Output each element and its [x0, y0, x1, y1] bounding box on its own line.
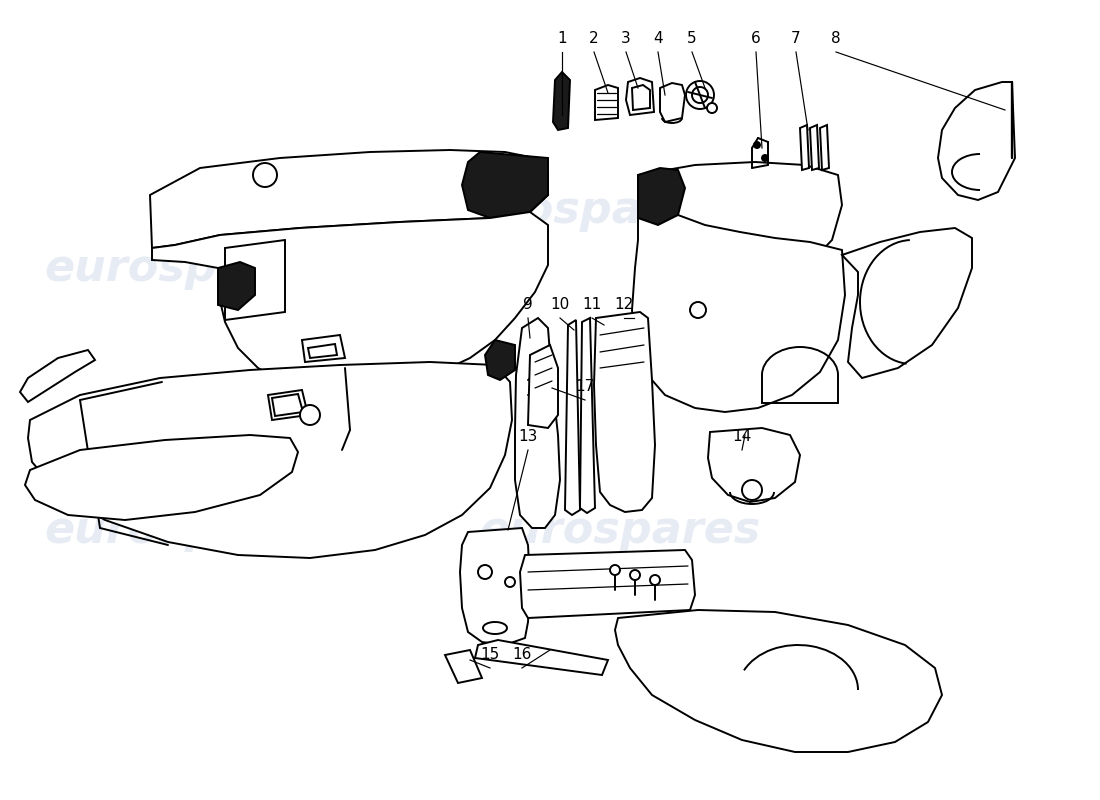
Polygon shape — [626, 78, 654, 115]
Polygon shape — [302, 335, 345, 362]
Polygon shape — [553, 72, 570, 130]
Polygon shape — [28, 362, 512, 558]
Polygon shape — [565, 320, 580, 515]
Polygon shape — [462, 152, 548, 218]
Circle shape — [754, 142, 760, 148]
Text: 16: 16 — [513, 647, 531, 662]
Text: 5: 5 — [688, 31, 696, 46]
Text: eurospares: eurospares — [480, 509, 761, 551]
Text: eurospares: eurospares — [44, 509, 326, 551]
Circle shape — [330, 372, 346, 388]
Polygon shape — [594, 312, 654, 512]
Circle shape — [253, 163, 277, 187]
Text: eurospares: eurospares — [439, 189, 720, 231]
Circle shape — [505, 577, 515, 587]
Text: 11: 11 — [582, 297, 602, 312]
Polygon shape — [485, 340, 515, 380]
Polygon shape — [218, 262, 255, 310]
Polygon shape — [152, 212, 548, 388]
Text: 1: 1 — [558, 31, 566, 46]
Polygon shape — [820, 125, 829, 170]
Circle shape — [300, 405, 320, 425]
Polygon shape — [25, 435, 298, 520]
Polygon shape — [800, 125, 808, 170]
Polygon shape — [475, 640, 608, 675]
Text: 8: 8 — [832, 31, 840, 46]
Circle shape — [762, 155, 768, 161]
Text: 12: 12 — [615, 297, 634, 312]
Polygon shape — [528, 345, 558, 428]
Polygon shape — [515, 318, 560, 528]
Polygon shape — [938, 82, 1015, 200]
Text: 10: 10 — [550, 297, 570, 312]
Polygon shape — [580, 318, 595, 513]
Circle shape — [690, 302, 706, 318]
Polygon shape — [708, 428, 800, 502]
Text: 14: 14 — [733, 429, 751, 444]
Polygon shape — [842, 228, 972, 378]
Polygon shape — [460, 528, 530, 645]
Polygon shape — [268, 390, 308, 420]
Circle shape — [707, 103, 717, 113]
Circle shape — [610, 565, 620, 575]
Polygon shape — [520, 550, 695, 618]
Polygon shape — [615, 610, 942, 752]
Text: 13: 13 — [518, 429, 538, 444]
Text: 2: 2 — [590, 31, 598, 46]
Polygon shape — [308, 344, 337, 358]
Polygon shape — [272, 394, 302, 416]
Text: 17: 17 — [575, 379, 595, 394]
Circle shape — [478, 565, 492, 579]
Polygon shape — [20, 350, 95, 402]
Circle shape — [630, 570, 640, 580]
Polygon shape — [660, 83, 685, 122]
Text: 3: 3 — [621, 31, 631, 46]
Polygon shape — [446, 650, 482, 683]
Text: 9: 9 — [524, 297, 532, 312]
Polygon shape — [810, 125, 820, 170]
Circle shape — [650, 575, 660, 585]
Text: 6: 6 — [751, 31, 761, 46]
Polygon shape — [595, 85, 618, 120]
Polygon shape — [632, 215, 845, 412]
Text: 4: 4 — [653, 31, 663, 46]
Polygon shape — [638, 162, 842, 280]
Text: eurospares: eurospares — [44, 246, 326, 290]
Text: 15: 15 — [481, 647, 499, 662]
Text: 7: 7 — [791, 31, 801, 46]
Polygon shape — [150, 150, 548, 248]
Polygon shape — [638, 168, 685, 225]
Polygon shape — [632, 85, 650, 110]
